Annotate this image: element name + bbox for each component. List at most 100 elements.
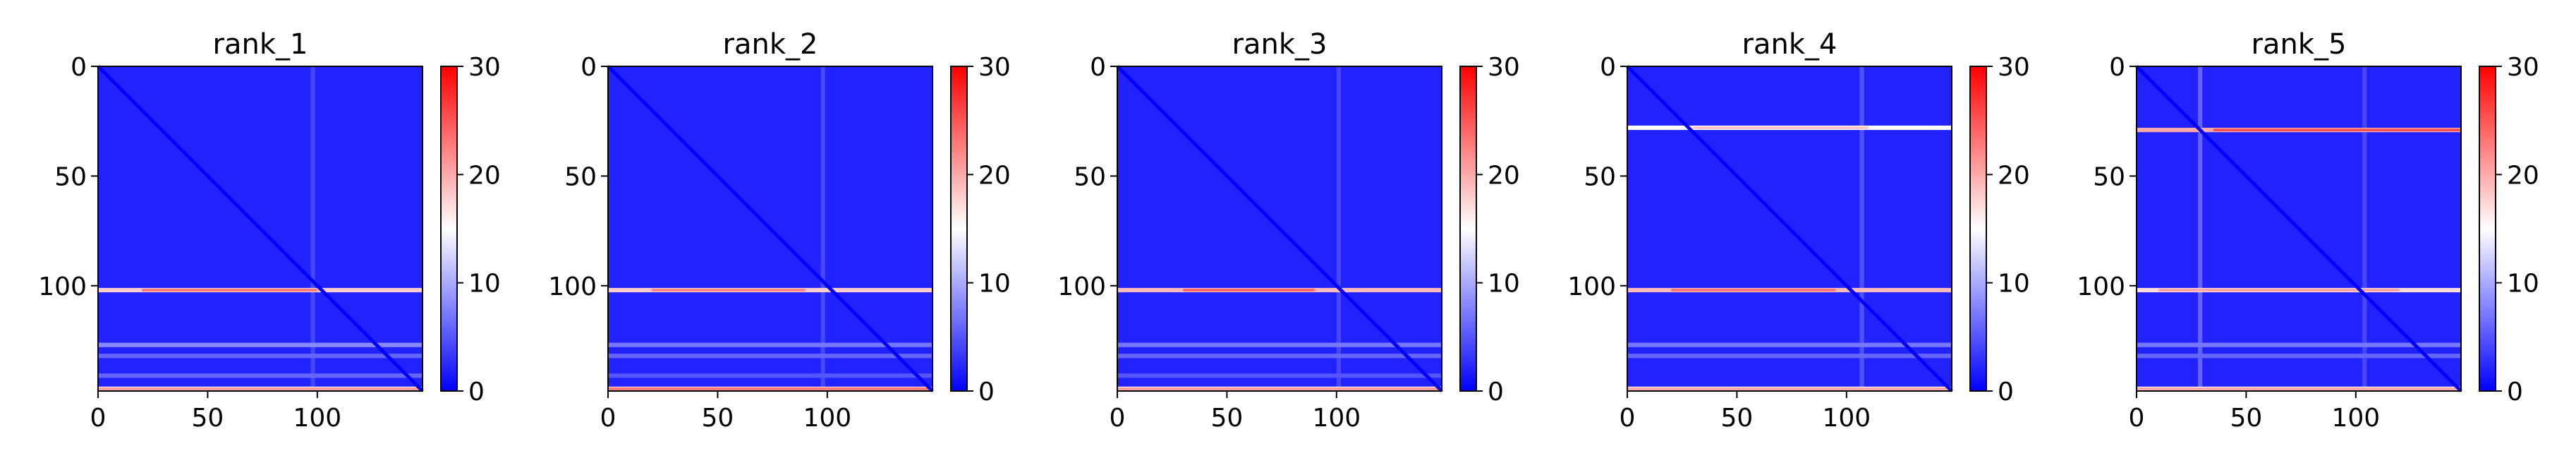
heatmap-hot-segment — [1183, 289, 1315, 291]
colorbar — [1459, 66, 1477, 392]
colorbar — [1969, 66, 1987, 392]
colorbar — [950, 66, 968, 392]
heatmap-column-streak — [820, 66, 825, 391]
x-tick-label: 0 — [90, 404, 107, 433]
colorbar-tick-label: 20 — [1998, 161, 2030, 190]
colorbar-tick-label: 20 — [1488, 161, 1520, 190]
colorbar-tick-label: 0 — [1998, 378, 2014, 407]
colorbar — [440, 66, 458, 392]
heatmap-panel-2: rank_2 0 50 100 0 50 100 0 10 20 30 — [548, 28, 1011, 433]
x-tick-label: 50 — [701, 404, 734, 433]
heatmap-title: rank_4 — [1742, 28, 1837, 61]
x-tick-label: 0 — [1620, 404, 1636, 433]
y-tick-label: 50 — [1074, 162, 1106, 191]
heatmap-diagonal — [2135, 65, 2462, 392]
x-tick-label: 100 — [1312, 404, 1361, 433]
y-tick-label: 50 — [564, 162, 597, 191]
x-tick-label: 0 — [2129, 404, 2145, 433]
heatmap-row-band — [1117, 342, 1442, 347]
heatmap-column-streak — [2198, 66, 2203, 391]
heatmap-hot-segment — [1693, 126, 1869, 129]
colorbar-tick-label: 0 — [468, 378, 485, 407]
x-tick-label: 100 — [1822, 404, 1871, 433]
heatmap-hot-segment — [1671, 289, 1836, 291]
colorbar-tick-label: 10 — [468, 270, 501, 299]
heatmap-panel-5: rank_5 0 50 100 0 50 100 0 10 20 30 — [2077, 28, 2539, 433]
heatmap-panel-4: rank_4 0 50 100 0 50 100 0 10 20 30 — [1567, 28, 2030, 433]
heatmap-title: rank_5 — [2252, 28, 2347, 61]
heatmap-hot-segment — [1627, 387, 1952, 390]
heatmap-row-band — [2137, 354, 2461, 359]
heatmap-row-band — [608, 373, 932, 378]
heatmap-row-band — [2137, 342, 2461, 347]
heatmap-hot-segment — [142, 289, 317, 291]
x-tick-label: 50 — [1210, 404, 1243, 433]
heatmap-row-band — [1117, 373, 1442, 378]
x-tick-label: 100 — [293, 404, 341, 433]
heatmap-row-band — [1627, 354, 1952, 359]
y-tick-label: 100 — [2077, 272, 2125, 301]
heatmap-column-streak — [2362, 66, 2367, 391]
y-tick-label: 0 — [2109, 53, 2125, 82]
heatmap-hot-segment — [1117, 387, 1442, 390]
y-tick-label: 50 — [1584, 162, 1616, 191]
heatmap-frame — [1627, 66, 1952, 392]
heatmap-hot-segment — [2158, 289, 2400, 291]
heatmap-frame — [1117, 66, 1442, 392]
x-tick-label: 100 — [2331, 404, 2380, 433]
heatmap-column-streak — [1336, 66, 1342, 391]
heatmap-column-streak — [1859, 66, 1864, 391]
colorbar-tick-label: 30 — [2507, 53, 2539, 82]
heatmap-title: rank_2 — [723, 28, 818, 61]
heatmap-column-streak — [310, 66, 315, 391]
y-tick-label: 50 — [54, 162, 87, 191]
colorbar-tick-label: 20 — [978, 161, 1011, 190]
heatmap-diagonal — [97, 65, 424, 392]
colorbar-tick-label: 10 — [1488, 270, 1520, 299]
colorbar-tick-label: 10 — [1998, 270, 2030, 299]
colorbar-tick-label: 10 — [2507, 270, 2539, 299]
colorbar-tick-label: 30 — [1998, 53, 2030, 82]
heatmap-row-band — [98, 354, 423, 359]
heatmap-frame — [607, 66, 933, 392]
colorbar-tick-label: 20 — [468, 161, 501, 190]
x-tick-label: 50 — [191, 404, 224, 433]
heatmap-row-band — [1117, 354, 1442, 359]
heatmap-row-band — [608, 342, 932, 347]
x-tick-label: 0 — [1110, 404, 1126, 433]
y-tick-label: 0 — [1600, 53, 1616, 82]
y-tick-label: 100 — [548, 272, 597, 301]
y-tick-label: 100 — [1567, 272, 1616, 301]
colorbar — [2479, 66, 2496, 392]
colorbar-tick-label: 30 — [978, 53, 1011, 82]
heatmap-diagonal — [607, 65, 934, 392]
colorbar-tick-label: 0 — [978, 378, 995, 407]
x-tick-label: 0 — [600, 404, 616, 433]
heatmap-panel-1: rank_1 0 50 100 0 50 100 0 10 20 30 — [38, 28, 501, 433]
y-tick-label: 0 — [71, 53, 87, 82]
heatmap-hot-segment — [652, 289, 806, 291]
y-tick-label: 100 — [38, 272, 87, 301]
colorbar-tick-label: 0 — [1488, 378, 1504, 407]
colorbar-tick-label: 20 — [2507, 161, 2539, 190]
heatmap-title: rank_1 — [213, 28, 308, 61]
heatmap-diagonal — [1116, 65, 1443, 392]
x-tick-label: 100 — [803, 404, 851, 433]
heatmap-hot-segment — [98, 387, 423, 390]
heatmap-diagonal — [1626, 65, 1953, 392]
y-tick-label: 100 — [1057, 272, 1106, 301]
colorbar-tick-label: 30 — [1488, 53, 1520, 82]
heatmap-hot-segment — [2213, 128, 2461, 131]
heatmap-frame — [97, 66, 423, 392]
heatmap-row-band — [608, 354, 932, 359]
y-tick-label: 50 — [2093, 162, 2125, 191]
heatmap-row-band — [98, 373, 423, 378]
x-tick-label: 50 — [2230, 404, 2262, 433]
heatmap-title: rank_3 — [1232, 28, 1328, 61]
colorbar-tick-label: 10 — [978, 270, 1011, 299]
heatmap-panel-3: rank_3 0 50 100 0 50 100 0 10 20 30 — [1057, 28, 1520, 433]
y-tick-label: 0 — [581, 53, 597, 82]
x-tick-label: 50 — [1720, 404, 1753, 433]
y-tick-label: 0 — [1090, 53, 1106, 82]
